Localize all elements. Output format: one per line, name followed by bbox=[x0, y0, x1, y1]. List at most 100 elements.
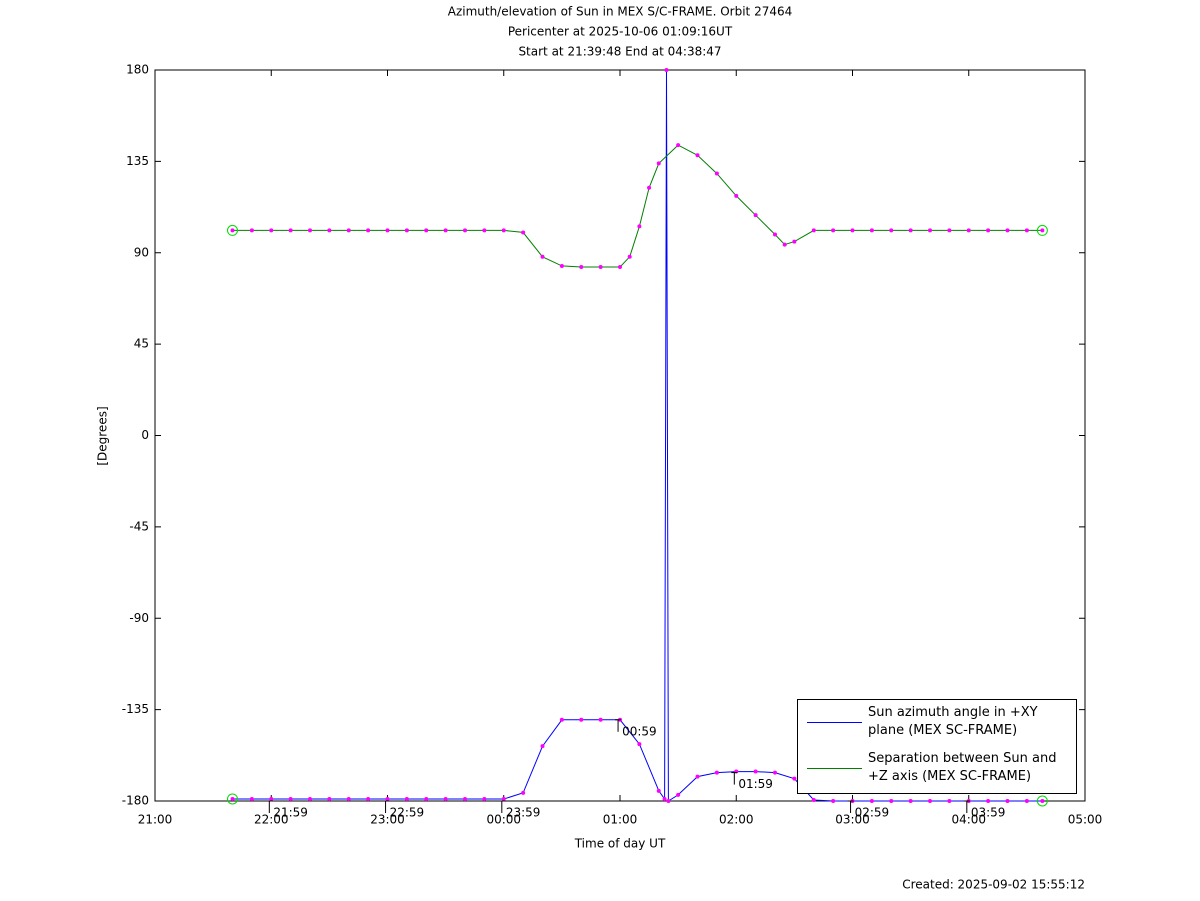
data-point bbox=[230, 228, 235, 233]
y-tick-label: 0 bbox=[141, 428, 149, 442]
data-point bbox=[656, 161, 661, 166]
data-point bbox=[850, 228, 855, 233]
data-point bbox=[249, 228, 254, 233]
series-line bbox=[232, 144, 1043, 268]
end-marker bbox=[1036, 795, 1048, 807]
data-point bbox=[559, 717, 564, 722]
data-point bbox=[385, 796, 390, 801]
y-tick-label: -90 bbox=[129, 611, 149, 625]
y-tick-label: -135 bbox=[122, 702, 149, 716]
x-tick-label: 22:00 bbox=[254, 813, 289, 827]
data-point bbox=[366, 228, 371, 233]
data-point bbox=[734, 193, 739, 198]
data-point bbox=[269, 796, 274, 801]
data-point bbox=[424, 796, 429, 801]
chart-title: Azimuth/elevation of Sun in MEX S/C-FRAM… bbox=[448, 5, 793, 19]
annotation: 01:59 bbox=[738, 777, 773, 791]
data-point bbox=[579, 264, 584, 269]
y-tick-label: -180 bbox=[122, 794, 149, 808]
data-point bbox=[714, 770, 719, 775]
data-point bbox=[928, 799, 932, 803]
data-point bbox=[579, 717, 584, 722]
data-point bbox=[947, 799, 952, 803]
chart-subtitle: Start at 21:39:48 End at 04:38:47 bbox=[518, 45, 721, 59]
data-point bbox=[346, 228, 351, 233]
x-tick-label: 05:00 bbox=[1068, 813, 1103, 827]
x-tick-label: 23:00 bbox=[370, 813, 405, 827]
data-point bbox=[908, 799, 913, 803]
plot-frame bbox=[154, 69, 1086, 802]
data-point bbox=[869, 799, 874, 803]
data-point bbox=[308, 228, 312, 233]
data-point bbox=[1024, 799, 1029, 803]
data-point bbox=[908, 228, 913, 233]
data-point bbox=[831, 228, 836, 233]
data-point bbox=[598, 717, 603, 722]
data-point bbox=[947, 228, 952, 233]
data-point bbox=[869, 228, 874, 233]
data-point bbox=[482, 796, 487, 801]
data-point bbox=[676, 792, 681, 797]
data-point bbox=[811, 797, 816, 802]
x-tick-label: 21:00 bbox=[138, 813, 173, 827]
data-point bbox=[308, 796, 312, 801]
data-point bbox=[1040, 799, 1045, 803]
y-axis-label: [Degrees] bbox=[96, 406, 110, 465]
data-point bbox=[521, 230, 526, 235]
data-point bbox=[889, 799, 894, 803]
data-point bbox=[443, 796, 448, 801]
data-point bbox=[695, 774, 700, 779]
annotation: 22:59 bbox=[390, 806, 425, 820]
data-point bbox=[366, 796, 371, 801]
data-point bbox=[889, 228, 894, 233]
end-marker bbox=[227, 793, 238, 805]
data-point bbox=[656, 788, 661, 793]
data-point bbox=[714, 171, 719, 176]
data-point bbox=[618, 264, 622, 269]
y-tick-label: 180 bbox=[126, 63, 149, 77]
x-tick-label: 01:00 bbox=[603, 813, 638, 827]
data-point bbox=[792, 776, 797, 781]
end-marker bbox=[227, 224, 238, 236]
annotation: 02:59 bbox=[855, 806, 890, 820]
data-point bbox=[986, 799, 991, 803]
data-point bbox=[1040, 228, 1045, 233]
data-point bbox=[773, 770, 777, 775]
x-tick-label: 02:00 bbox=[719, 813, 754, 827]
data-point bbox=[424, 228, 429, 233]
data-point bbox=[753, 213, 758, 218]
annotation: 03:59 bbox=[971, 806, 1006, 820]
data-point bbox=[782, 242, 787, 247]
x-tick-label: 03:00 bbox=[835, 813, 870, 827]
data-point bbox=[404, 228, 409, 233]
data-point bbox=[831, 799, 836, 803]
legend-swatch bbox=[807, 722, 862, 723]
data-point bbox=[288, 796, 293, 801]
annotation: 00:59 bbox=[622, 724, 657, 738]
data-point bbox=[346, 796, 351, 801]
footer: Created: 2025-09-02 15:55:12 bbox=[902, 878, 1085, 892]
x-tick-label: 00:00 bbox=[486, 813, 521, 827]
y-tick-label: 135 bbox=[126, 154, 149, 168]
data-point bbox=[482, 228, 487, 233]
data-point bbox=[443, 228, 448, 233]
data-point bbox=[966, 228, 971, 233]
legend-label: Sun azimuth angle in +XY plane (MEX SC-F… bbox=[868, 705, 1038, 738]
data-point bbox=[404, 796, 409, 801]
data-point bbox=[540, 254, 545, 259]
data-point bbox=[1024, 228, 1029, 233]
legend-entry: Sun azimuth angle in +XY plane (MEX SC-F… bbox=[798, 700, 1076, 746]
y-tick-label: 90 bbox=[134, 245, 149, 259]
data-point bbox=[986, 228, 991, 233]
data-point bbox=[230, 796, 235, 801]
data-point bbox=[773, 232, 777, 237]
data-point bbox=[1005, 799, 1010, 803]
data-point bbox=[501, 796, 506, 801]
x-axis-label: Time of day UT bbox=[574, 837, 666, 851]
data-point bbox=[540, 744, 545, 749]
data-point bbox=[792, 239, 797, 244]
data-point bbox=[385, 228, 390, 233]
legend-label: Separation between Sun and +Z axis (MEX … bbox=[868, 751, 1057, 784]
